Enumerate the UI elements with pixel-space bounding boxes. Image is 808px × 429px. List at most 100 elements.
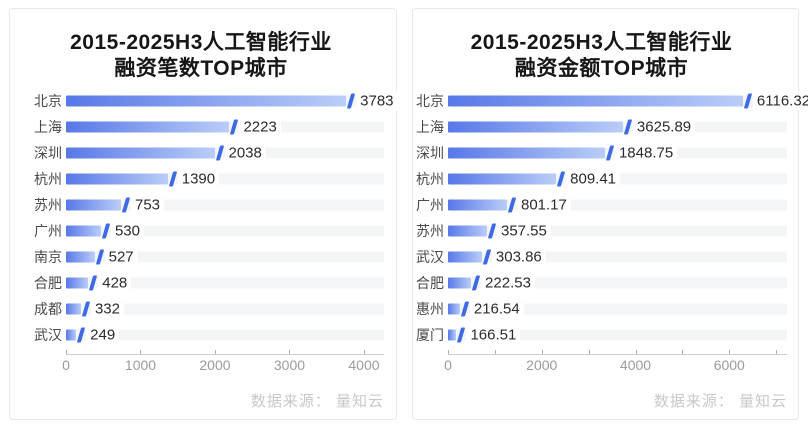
bar-track: 801.17 bbox=[448, 192, 787, 218]
axis-tick bbox=[635, 350, 637, 354]
axis-line bbox=[66, 354, 384, 355]
chart-card-funding-deals: 2015-2025H3人工智能行业 融资笔数TOP城市 北京 3783 上海 2223… bbox=[9, 8, 398, 420]
bar bbox=[448, 173, 557, 185]
value-label: 303.86 bbox=[491, 247, 546, 267]
axis-tick-label: 4000 bbox=[348, 357, 380, 373]
bar-track-background bbox=[448, 199, 787, 211]
bar bbox=[448, 147, 605, 159]
axis-tick-label: 4000 bbox=[619, 357, 652, 373]
axis-tick-label: 0 bbox=[444, 357, 452, 373]
axis-tick bbox=[66, 350, 67, 354]
bar-track: 753 bbox=[66, 192, 384, 218]
bar bbox=[448, 329, 457, 341]
bar-row: 广州 530 bbox=[18, 218, 384, 244]
bar bbox=[448, 303, 460, 315]
bar-track-background bbox=[448, 329, 787, 341]
axis-tick bbox=[776, 350, 778, 354]
axis-tick-label: 6000 bbox=[713, 357, 745, 373]
bar bbox=[66, 329, 77, 341]
bar bbox=[66, 121, 230, 133]
axis-tick-label: 3000 bbox=[273, 357, 306, 373]
axis-tick bbox=[448, 350, 449, 354]
bar-row: 苏州 753 bbox=[18, 192, 384, 218]
chart-title-line1: 2015-2025H3人工智能行业 bbox=[70, 31, 332, 54]
category-label: 惠州 bbox=[416, 301, 444, 317]
category-label: 合肥 bbox=[416, 275, 444, 291]
chart-title-line1: 2015-2025H3人工智能行业 bbox=[470, 31, 733, 54]
bar-track: 249 bbox=[66, 322, 384, 348]
bar bbox=[66, 173, 168, 185]
axis-line bbox=[448, 354, 787, 355]
bar bbox=[66, 251, 95, 263]
bar bbox=[448, 121, 623, 133]
category-label: 深圳 bbox=[34, 145, 62, 161]
bar-row: 厦门 166.51 bbox=[416, 322, 787, 348]
bar-row: 成都 332 bbox=[18, 296, 384, 322]
bar-track: 2038 bbox=[66, 140, 384, 166]
bar-track-background bbox=[448, 251, 787, 263]
bar-track-background bbox=[66, 225, 384, 237]
category-label: 武汉 bbox=[416, 249, 444, 265]
bar-track: 166.51 bbox=[448, 322, 787, 348]
bar-track-background bbox=[66, 303, 384, 315]
bar bbox=[66, 303, 81, 315]
bar bbox=[66, 277, 89, 289]
axis-tick bbox=[494, 350, 496, 354]
category-label: 南京 bbox=[34, 249, 62, 265]
value-label: 6116.32 bbox=[752, 91, 808, 111]
bar bbox=[448, 225, 487, 237]
value-label: 166.51 bbox=[466, 325, 521, 345]
value-label: 2223 bbox=[239, 117, 281, 137]
axis-spacer bbox=[18, 350, 66, 374]
bar-track: 3783 bbox=[66, 88, 398, 114]
category-label: 杭州 bbox=[34, 171, 62, 187]
bar-row: 杭州 1390 bbox=[18, 166, 384, 192]
bar bbox=[66, 95, 347, 107]
bar-row: 武汉 303.86 bbox=[416, 244, 787, 270]
bar-track-background bbox=[448, 277, 787, 289]
rows: 北京 6116.32 上海 3625.89 深圳 1848.75 杭州 809.41 广州 801… bbox=[416, 88, 808, 348]
bar bbox=[66, 225, 101, 237]
category-label: 苏州 bbox=[416, 223, 444, 239]
axis-tick bbox=[541, 350, 543, 354]
axis-tick bbox=[729, 350, 731, 354]
bar-row: 苏州 357.55 bbox=[416, 218, 787, 244]
bar-track: 809.41 bbox=[448, 166, 787, 192]
bar-row: 广州 801.17 bbox=[416, 192, 787, 218]
bar-row: 合肥 222.53 bbox=[416, 270, 787, 296]
bar-track: 1390 bbox=[66, 166, 384, 192]
category-label: 上海 bbox=[416, 119, 444, 135]
category-label: 武汉 bbox=[34, 327, 62, 343]
bar-track: 527 bbox=[66, 244, 384, 270]
value-label: 527 bbox=[104, 247, 138, 267]
bar-row: 惠州 216.54 bbox=[416, 296, 787, 322]
bar-track-background bbox=[66, 251, 384, 263]
value-label: 809.41 bbox=[566, 169, 621, 189]
bar-track: 357.55 bbox=[448, 218, 787, 244]
bar-track-background bbox=[66, 277, 384, 289]
bar-row: 杭州 809.41 bbox=[416, 166, 787, 192]
value-label: 530 bbox=[110, 221, 144, 241]
data-source-label: 数据来源： 量知云 bbox=[250, 393, 384, 410]
chart-title: 2015-2025H3人工智能行业 融资金额TOP城市 bbox=[416, 30, 787, 82]
value-label: 801.17 bbox=[516, 195, 571, 215]
axis-tick-label: 2000 bbox=[526, 357, 558, 373]
category-label: 北京 bbox=[416, 93, 444, 109]
bar bbox=[448, 199, 507, 211]
bar-track-background bbox=[66, 173, 384, 185]
bar bbox=[448, 95, 743, 107]
category-label: 苏州 bbox=[34, 197, 62, 213]
category-label: 北京 bbox=[34, 93, 62, 109]
category-label: 深圳 bbox=[416, 145, 444, 161]
bar-track: 1848.75 bbox=[448, 140, 787, 166]
bar-row: 武汉 249 bbox=[18, 322, 384, 348]
bar-track-background bbox=[66, 329, 384, 341]
value-label: 1390 bbox=[177, 169, 220, 189]
chart-title-line2: 融资笔数TOP城市 bbox=[114, 57, 288, 80]
value-label: 428 bbox=[98, 273, 132, 293]
bar-track: 530 bbox=[66, 218, 384, 244]
bar bbox=[448, 251, 482, 263]
axis-tick-label: 0 bbox=[62, 357, 70, 373]
category-label: 广州 bbox=[34, 223, 62, 239]
bar-track: 428 bbox=[66, 270, 384, 296]
